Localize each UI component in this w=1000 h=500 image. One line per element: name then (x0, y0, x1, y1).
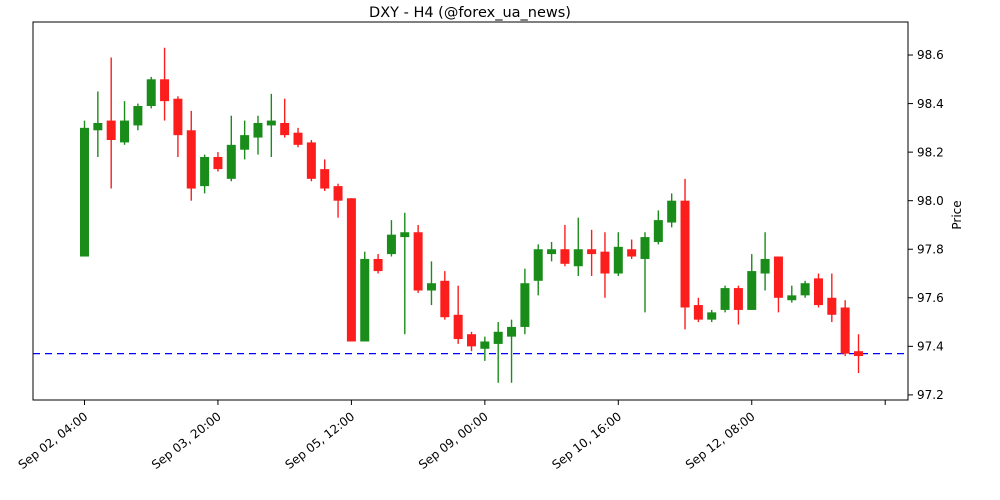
candle-body (386, 234, 396, 255)
candle-body (240, 135, 250, 150)
candle-body (653, 220, 663, 242)
candle-body (613, 246, 623, 274)
x-tick-label: Sep 05, 12:00 (282, 409, 357, 472)
candle-body (80, 127, 89, 257)
candle-body (106, 120, 116, 140)
candle-body (587, 249, 597, 255)
candle-body (547, 249, 557, 255)
candle-body (787, 295, 797, 301)
candle-body (520, 283, 530, 327)
candle-body (667, 200, 677, 223)
candle-body (186, 130, 196, 189)
candle-body (600, 251, 610, 274)
candle-body (533, 249, 543, 281)
y-axis-label: Price (950, 200, 964, 229)
candle-body (226, 144, 236, 179)
candle-body (800, 283, 810, 296)
candle-body (213, 156, 223, 170)
candle-body (827, 297, 837, 315)
candle-body (573, 249, 583, 267)
candle-body (266, 120, 276, 126)
y-tick-label: 98.4 (917, 97, 944, 111)
candle-body (320, 169, 330, 189)
x-tick-label: Sep 10, 16:00 (549, 409, 624, 472)
candle-body (467, 334, 477, 347)
candle-body (306, 142, 316, 179)
candle-body (160, 79, 170, 102)
x-tick-label: Sep 02, 04:00 (16, 409, 91, 472)
candle-body (333, 186, 343, 201)
candle-body (373, 258, 383, 272)
candle-body (773, 256, 783, 298)
candle-body (720, 288, 730, 310)
candle-body (627, 249, 637, 257)
plot-frame (32, 21, 909, 401)
candle-body (440, 280, 450, 318)
candle-body (813, 278, 823, 306)
candle-body (493, 331, 503, 344)
x-tick-label: Sep 12, 08:00 (683, 409, 758, 472)
candle-body (426, 283, 436, 291)
candle-body (733, 288, 743, 310)
plot-area: 97.2 97.4 97.6 97.8 98.0 98.2 98.4 98.6 Sep 02, … (16, 21, 944, 472)
candle-body (480, 341, 490, 349)
candle-body (507, 326, 517, 337)
candle-body (346, 198, 356, 342)
y-tick-label: 97.2 (917, 388, 944, 402)
y-tick-label: 97.8 (917, 242, 944, 256)
candle-body (747, 271, 757, 310)
candle-body (453, 314, 463, 340)
candle-body (293, 132, 303, 145)
candle-body (413, 232, 423, 291)
candle-body (560, 249, 570, 264)
x-tick-label: Sep 03, 20:00 (149, 409, 224, 472)
y-tick-label: 98.2 (917, 145, 944, 159)
candle-body (693, 305, 703, 320)
candle-body (640, 237, 650, 259)
candle-body (93, 122, 103, 131)
candle-body (707, 312, 717, 320)
candle-body (854, 351, 864, 357)
candle-body (173, 98, 183, 136)
candle-body (680, 200, 690, 308)
candle-body (200, 156, 210, 187)
y-tick-label: 98.0 (917, 194, 944, 208)
candle-body (840, 307, 850, 354)
chart-title: DXY - H4 (@forex_ua_news) (369, 5, 571, 21)
candle-body (146, 79, 156, 106)
x-tick-label: Sep 09, 00:00 (416, 409, 491, 472)
candle-body (400, 232, 410, 238)
y-tick-label: 97.4 (917, 340, 944, 354)
candle-body (360, 258, 370, 342)
candle-body (120, 120, 130, 143)
y-tick-label: 98.6 (917, 48, 944, 62)
candle-body (133, 106, 143, 126)
candle-body (760, 258, 770, 274)
candle-body (253, 122, 263, 138)
candle-body (280, 122, 290, 136)
y-tick-label: 97.6 (917, 291, 944, 305)
